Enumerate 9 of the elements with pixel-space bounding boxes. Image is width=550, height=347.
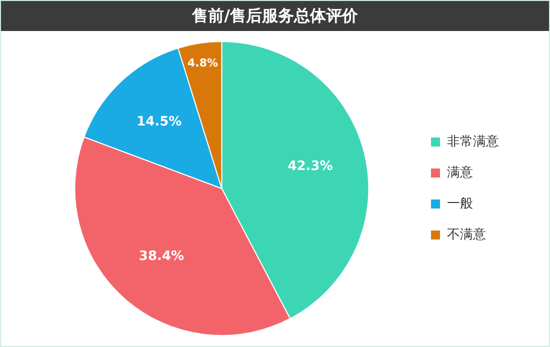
data-label: 14.5% bbox=[136, 114, 182, 130]
legend-label: 不满意 bbox=[447, 227, 486, 242]
data-label: 4.8% bbox=[188, 56, 218, 70]
legend-label: 一般 bbox=[447, 196, 473, 212]
legend-label: 非常满意 bbox=[447, 134, 499, 150]
data-label: 38.4% bbox=[138, 249, 184, 264]
legend-label: 满意 bbox=[447, 165, 473, 180]
data-label: 42.3% bbox=[288, 159, 333, 174]
chart-title: 售前/售后服务总体评价 bbox=[1, 1, 549, 31]
